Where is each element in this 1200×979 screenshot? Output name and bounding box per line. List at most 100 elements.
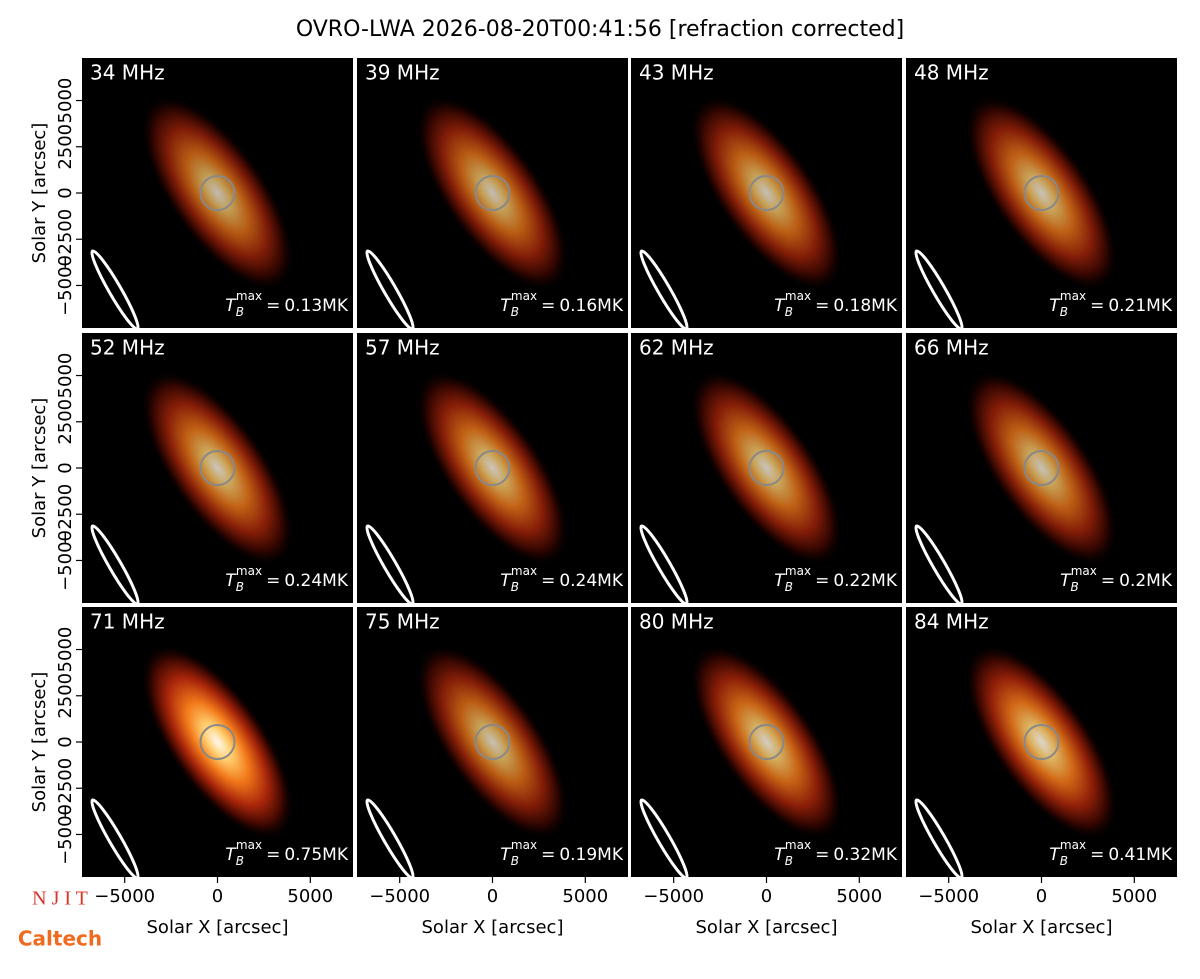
tb-superscript: max [1060, 289, 1086, 303]
x-tick-label: −5000 [369, 886, 430, 907]
frequency-label: 43 MHz [639, 61, 714, 85]
tb-superscript: max [236, 289, 262, 303]
tb-value: 0.24MK [284, 571, 349, 591]
emission [689, 643, 844, 841]
tb-superscript: max [511, 289, 537, 303]
y-tick-label: 2500 [55, 399, 76, 445]
tb-label: TBmax = 0.13MK [225, 289, 349, 319]
tb-equals: = [541, 571, 555, 591]
tb-subscript: B [511, 854, 519, 868]
emission [140, 369, 295, 567]
y-tick-label: −2500 [55, 758, 76, 819]
panel: 39 MHz TBmax = 0.16MK [357, 58, 628, 331]
y-tick-label: −5000 [55, 530, 76, 591]
tb-equals: = [815, 571, 829, 591]
tb-subscript: B [1071, 580, 1079, 594]
beam [365, 524, 415, 606]
frequency-label: 62 MHz [639, 336, 714, 360]
frequency-label: 66 MHz [914, 336, 989, 360]
tb-value: 0.16MK [559, 296, 624, 316]
x-tick-label: −5000 [643, 886, 704, 907]
tb-value: 0.18MK [833, 296, 898, 316]
solar-disk [199, 450, 236, 486]
solar-disk [1023, 175, 1060, 211]
emission [964, 643, 1119, 841]
tb-label: TBmax = 0.21MK [1049, 289, 1173, 319]
tb-superscript: max [236, 838, 262, 852]
tb-label: TBmax = 0.16MK [500, 289, 624, 319]
tb-equals: = [266, 571, 280, 591]
tb-symbol: T [774, 296, 786, 316]
solar-disk [199, 175, 236, 211]
panel: 52 MHz TBmax = 0.24MK [82, 333, 353, 606]
x-tick-label: 0 [1036, 886, 1047, 907]
tb-subscript: B [511, 305, 519, 319]
emission [689, 94, 844, 292]
beam [914, 524, 964, 606]
tb-value: 0.75MK [284, 845, 349, 865]
frequency-label: 80 MHz [639, 610, 714, 634]
solar-disk [474, 724, 511, 760]
emission [964, 369, 1119, 567]
frequency-label: 71 MHz [90, 610, 165, 634]
tb-value: 0.41MK [1108, 845, 1173, 865]
tb-symbol: T [1049, 296, 1061, 316]
x-axis-label: Solar X [arcsec] [422, 917, 564, 938]
x-tick-label: 5000 [1111, 886, 1157, 907]
tb-equals: = [1101, 571, 1115, 591]
beam [365, 249, 415, 331]
tb-subscript: B [785, 854, 793, 868]
tb-equals: = [815, 296, 829, 316]
y-tick-label: −2500 [55, 209, 76, 270]
frequency-label: 75 MHz [365, 610, 440, 634]
panel: 57 MHz TBmax = 0.24MK [357, 333, 628, 606]
frequency-label: 34 MHz [90, 61, 165, 85]
beam [365, 798, 415, 880]
x-axis-label: Solar X [arcsec] [971, 917, 1113, 938]
frequency-label: 84 MHz [914, 610, 989, 634]
tb-subscript: B [236, 580, 244, 594]
tb-symbol: T [500, 296, 512, 316]
y-tick-label: 2500 [55, 124, 76, 170]
frequency-label: 52 MHz [90, 336, 165, 360]
tb-superscript: max [785, 838, 811, 852]
panel: 43 MHz TBmax = 0.18MK [631, 58, 902, 331]
x-tick-label: 5000 [562, 886, 608, 907]
x-tick-label: 0 [487, 886, 498, 907]
logo-caltech: Caltech [18, 927, 102, 951]
tb-equals: = [1090, 296, 1104, 316]
tb-value: 0.13MK [284, 296, 349, 316]
solar-disk [474, 175, 511, 211]
tb-equals: = [1090, 845, 1104, 865]
y-axis-label: Solar Y [arcsec] [29, 123, 50, 264]
panel: 48 MHz TBmax = 0.21MK [906, 58, 1177, 331]
tb-superscript: max [785, 564, 811, 578]
tb-subscript: B [785, 305, 793, 319]
beam [90, 249, 140, 331]
frequency-label: 39 MHz [365, 61, 440, 85]
tb-subscript: B [1060, 305, 1068, 319]
tb-symbol: T [225, 845, 237, 865]
beam [639, 524, 689, 606]
tb-superscript: max [785, 289, 811, 303]
tb-value: 0.19MK [559, 845, 624, 865]
y-tick-label: −2500 [55, 484, 76, 545]
tb-label: TBmax = 0.22MK [774, 564, 898, 594]
tb-equals: = [266, 845, 280, 865]
tb-superscript: max [1060, 838, 1086, 852]
solar-disk [748, 450, 785, 486]
beam [90, 798, 140, 880]
solar-disk [748, 175, 785, 211]
panel: 34 MHz TBmax = 0.13MK [82, 58, 353, 331]
tb-value: 0.24MK [559, 571, 624, 591]
y-tick-label: 0 [55, 736, 76, 747]
tb-symbol: T [774, 845, 786, 865]
tb-label: TBmax = 0.24MK [500, 564, 624, 594]
tb-symbol: T [225, 296, 237, 316]
panel: 62 MHz TBmax = 0.22MK [631, 333, 902, 606]
tb-symbol: T [1060, 571, 1072, 591]
solar-disk [1023, 450, 1060, 486]
y-tick-label: 0 [55, 462, 76, 473]
emission [140, 94, 295, 292]
